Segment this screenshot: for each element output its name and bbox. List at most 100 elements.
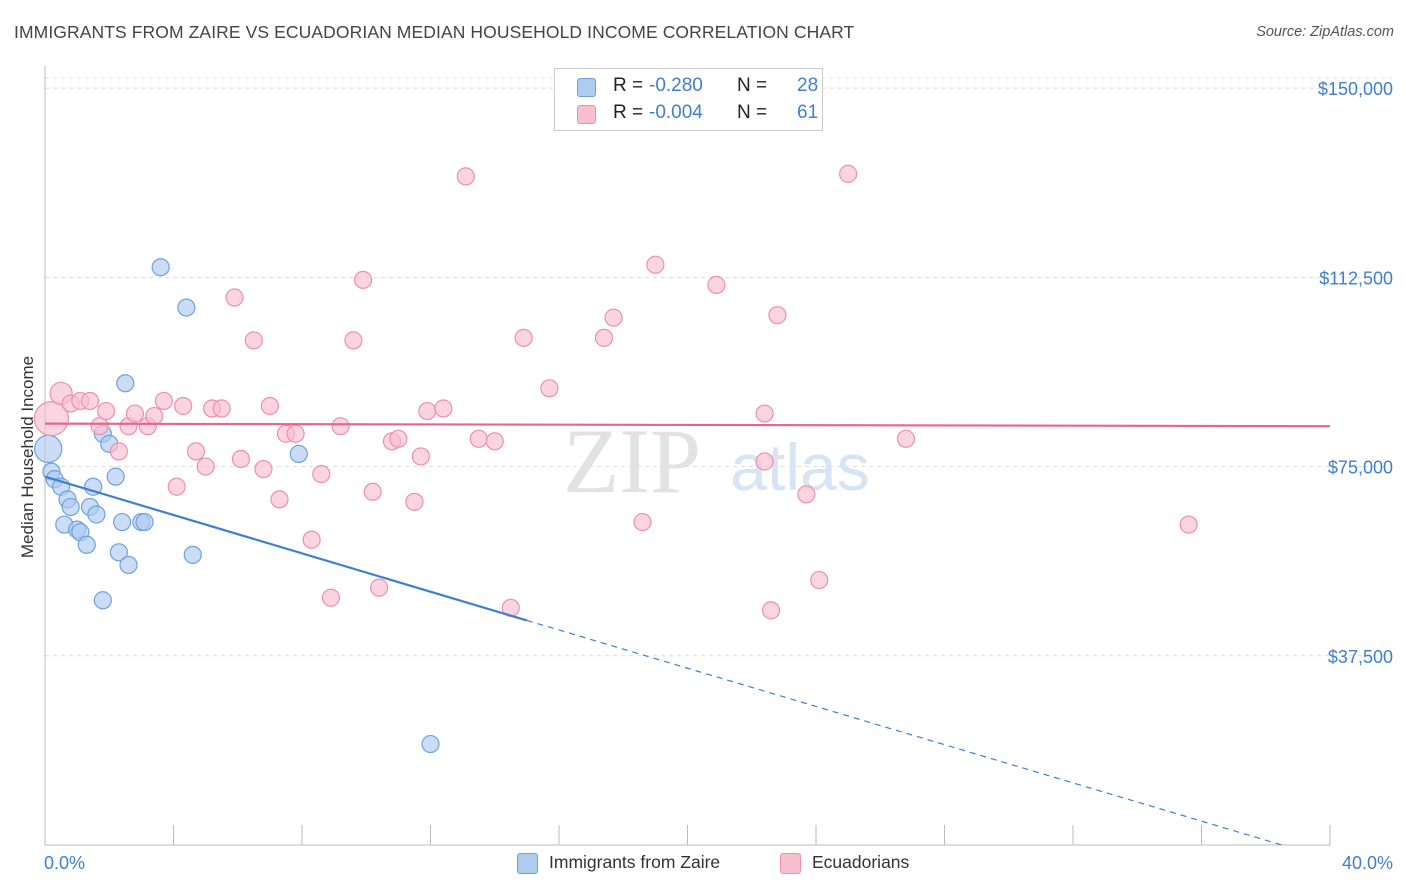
ecuadorian-point [231, 449, 251, 469]
ecuadorian-point [839, 164, 858, 183]
ecuadorian-point [260, 396, 279, 416]
zaire-point [109, 543, 128, 562]
zaire-point [61, 497, 80, 517]
zaire-point [151, 258, 170, 277]
legend-n-value: 28 [797, 75, 819, 96]
ecuadorian-point [755, 404, 774, 423]
ecuadorian-point [321, 588, 341, 607]
ecuadorian-point [186, 442, 206, 461]
trend-lines [44, 422, 1331, 846]
ecuadorian-point [761, 601, 781, 620]
x-tick-label: 0.0% [44, 853, 85, 873]
ecuadorian-point [434, 399, 453, 418]
y-tick-label: $37,500 [1328, 647, 1393, 667]
y-tick-label: $150,000 [1318, 79, 1393, 99]
ecuadorian-point [768, 306, 787, 325]
ecuadorian-point [514, 328, 533, 347]
ecuadorian-point [389, 429, 408, 448]
ecuadorian-point [109, 442, 128, 461]
ecuadorian-point [90, 417, 109, 436]
ecuadorian-point [485, 432, 504, 451]
y-tick-label: $112,500 [1319, 268, 1393, 288]
watermark-zip: ZIP [563, 410, 701, 512]
ecuadorian-point [212, 399, 231, 418]
bottom-legend-label-ecuadorians: Ecuadorians [812, 852, 910, 872]
ecuadorian-point [707, 275, 726, 294]
ecuadorian-point [302, 530, 321, 549]
zaire-point [34, 434, 63, 464]
ecuadorian-point [896, 429, 916, 448]
ecuadorian-point [353, 270, 373, 289]
zaire-trend-line [44, 475, 528, 622]
x-tick-label: 40.0% [1342, 853, 1393, 873]
legend-n-label: N = [737, 102, 768, 123]
ecuadorian-point [225, 288, 244, 307]
zaire-point [93, 591, 112, 610]
bottom-legend-swatch-ecuadorians [780, 853, 801, 874]
zaire-point [177, 298, 196, 317]
ecuadorian-point [540, 379, 559, 398]
ecuadorian-point [469, 429, 488, 448]
ecuadorian-point [286, 424, 305, 443]
zaire-point [77, 535, 96, 554]
ecuadorian-point [370, 578, 389, 597]
y-tick-label: $75,000 [1328, 458, 1393, 478]
ecuadorian-point [604, 308, 623, 327]
ecuadorian-point [254, 459, 273, 479]
tick-labels: $37,500 $75,000 $112,500 $150,000 0.0% 40.0% [44, 79, 1393, 873]
legend-r-value: -0.280 [649, 75, 703, 96]
ecuadorian-point [244, 331, 263, 350]
zaire-point [87, 505, 106, 524]
ecuadorian-point [405, 492, 424, 511]
ecuadorian-point [755, 452, 774, 471]
bottom-legend-label-zaire: Immigrants from Zaire [549, 852, 721, 872]
correlation-legend: R = -0.280 N = 28 R = -0.004 N = 61 [554, 68, 823, 131]
bottom-legend-swatch-zaire [517, 853, 538, 874]
ecuadorian-point [174, 396, 193, 416]
ecuadorian-point [167, 477, 186, 496]
ecuadorian-point [33, 401, 70, 437]
zaire-point [112, 512, 132, 532]
ecuadorian-point [125, 404, 145, 423]
ecuadorian-point [154, 391, 173, 411]
legend-n-label: N = [737, 75, 768, 96]
zaire-point [135, 512, 154, 532]
zaire-trend-extension [526, 619, 1282, 846]
ecuadorian-point [312, 465, 331, 484]
zaire-point [289, 444, 308, 464]
zaire-point [106, 467, 125, 486]
zaire-point [421, 734, 440, 754]
ecuadorian-point [363, 482, 382, 501]
ecuadorian-point [270, 490, 289, 509]
ecuadorian-trend-line [44, 422, 1331, 428]
ecuadorian-point [96, 401, 116, 421]
chart-title: IMMIGRANTS FROM ZAIRE VS ECUADORIAN MEDI… [14, 22, 855, 42]
ecuadorian-point [344, 331, 363, 350]
legend-n-value: 61 [797, 102, 819, 123]
ecuadorian-point [145, 406, 164, 426]
zaire-point [84, 477, 103, 496]
ecuadorian-point [418, 401, 437, 421]
legend-swatch-ecuadorians [577, 105, 596, 124]
legend-r-label: R = [613, 75, 644, 96]
ecuadorian-point [633, 512, 652, 532]
ecuadorian-point [594, 328, 614, 347]
ecuadorian-point [80, 391, 100, 411]
zaire-point [116, 374, 135, 393]
ecuadorian-point [456, 167, 475, 186]
zaire-point [183, 545, 202, 564]
ecuadorian-point [1179, 515, 1198, 534]
ecuadorian-point [646, 255, 665, 274]
ecuadorian-point [411, 447, 430, 466]
ecuadorian-point [196, 457, 215, 476]
ecuadorian-point [331, 417, 350, 436]
source-label: Source: ZipAtlas.com [1256, 24, 1394, 40]
grid-lines [45, 77, 1392, 657]
ecuadorian-point [810, 570, 829, 590]
ecuadorian-point [797, 485, 816, 504]
legend-r-label: R = [613, 102, 644, 123]
legend-r-value: -0.004 [649, 102, 703, 123]
zaire-point [119, 555, 138, 575]
legend-swatch-zaire [577, 78, 596, 97]
